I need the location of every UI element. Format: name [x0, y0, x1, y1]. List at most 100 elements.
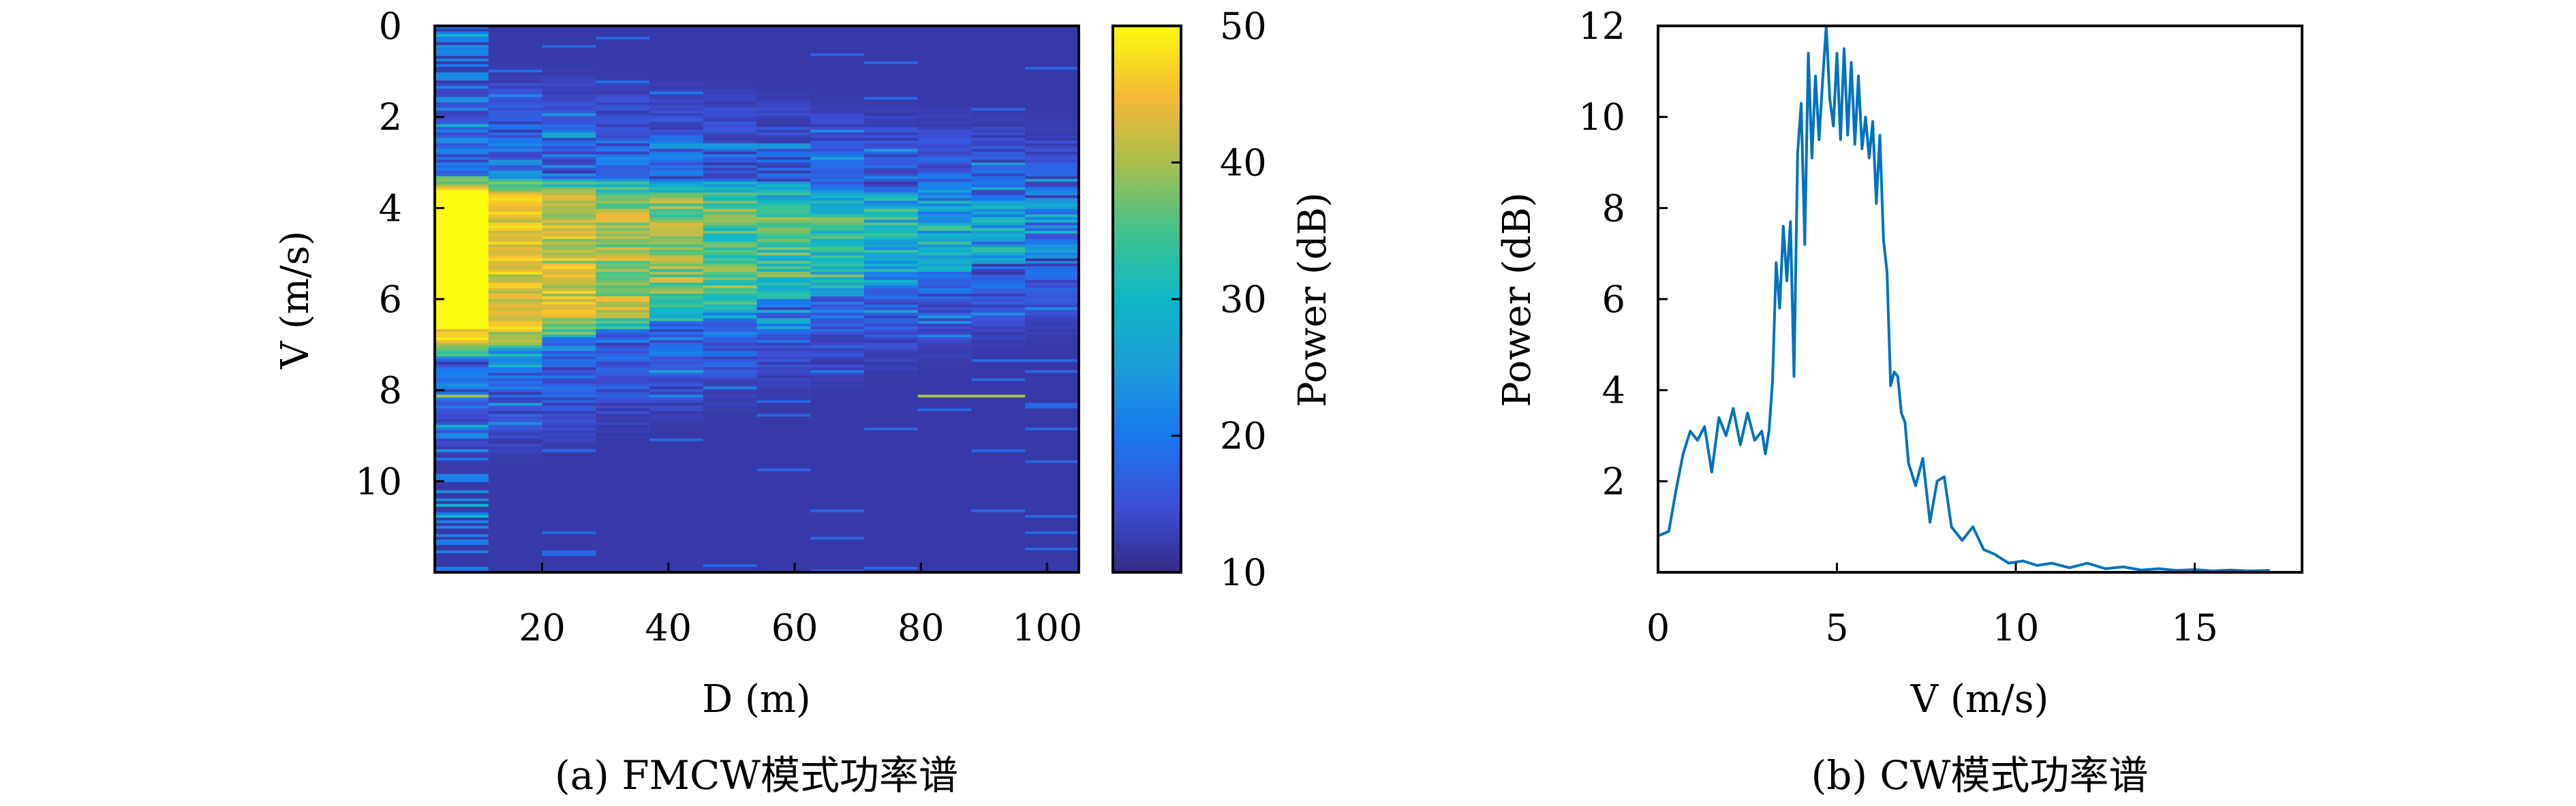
heatmap-cell [435, 31, 489, 35]
heatmap-cell [542, 244, 596, 248]
heatmap-cell [542, 435, 596, 439]
heatmap-cell [488, 285, 543, 289]
heatmap-cell [864, 313, 919, 316]
heatmap-cell [971, 45, 1026, 48]
heatmap-cell [488, 75, 543, 78]
heatmap-cell [971, 170, 1026, 174]
heatmap-cell [810, 146, 865, 149]
heatmap-cell [649, 151, 704, 155]
heatmap-cell [971, 29, 1026, 32]
heatmap-cell [864, 365, 919, 368]
heatmap-cell [864, 119, 919, 122]
heatmap-cell [649, 365, 704, 368]
heatmap-cell [971, 468, 1026, 472]
heatmap-cell [1025, 345, 1079, 349]
heatmap-cell [542, 523, 596, 527]
heatmap-cell [810, 479, 865, 483]
heatmap-cell [703, 528, 758, 532]
heatmap-cell [703, 474, 758, 478]
heatmap-cell [542, 310, 596, 313]
heatmap-cell [488, 195, 543, 199]
heatmap-cell [649, 189, 704, 193]
heatmap-cell [649, 53, 704, 57]
heatmap-cell [435, 294, 489, 297]
heatmap-cell [488, 94, 543, 97]
heatmap-cell [542, 348, 596, 352]
heatmap-cell [649, 444, 704, 448]
heatmap-cell [649, 184, 704, 188]
line-plot-y-axis-label: Power (dB) [1495, 192, 1539, 407]
heatmap-cell [1025, 351, 1079, 354]
heatmap-cell [810, 454, 865, 459]
heatmap-cell [596, 271, 650, 275]
heatmap-cell [756, 523, 811, 527]
heatmap-cell [917, 83, 972, 87]
heatmap-cell [917, 326, 972, 330]
heatmap-cell [971, 539, 1026, 543]
heatmap-cell [810, 263, 865, 267]
heatmap-cell [1025, 279, 1079, 283]
heatmap-cell [649, 48, 704, 51]
heatmap-cell [810, 430, 865, 434]
heatmap-cell [488, 318, 543, 322]
heatmap-cell [917, 113, 972, 117]
heatmap-cell [596, 463, 650, 467]
heatmap-cell [810, 102, 865, 106]
heatmap-cell [917, 362, 972, 365]
heatmap-cell [435, 484, 489, 489]
heatmap-cell [703, 135, 758, 138]
heatmap-cell [703, 274, 758, 278]
heatmap-cell [810, 56, 865, 59]
heatmap-cell [1025, 252, 1079, 256]
heatmap-cell [488, 403, 543, 406]
heatmap-cell [542, 411, 596, 414]
heatmap-cell [810, 222, 865, 226]
heatmap-cell [542, 119, 596, 122]
heatmap-cell [596, 279, 650, 283]
heatmap-cell [917, 313, 972, 316]
heatmap-cell [649, 255, 704, 259]
heatmap-cell [542, 318, 596, 322]
heatmap-cell [703, 517, 758, 521]
heatmap-cell [864, 531, 919, 535]
heatmap-cell [756, 135, 811, 138]
heatmap-cell [917, 495, 972, 499]
heatmap-cell [810, 200, 865, 204]
heatmap-cell [917, 446, 972, 450]
heatmap-cell [917, 244, 972, 248]
heatmap-cell [971, 26, 1026, 29]
heatmap-cell [703, 75, 758, 78]
heatmap-cell [1025, 255, 1079, 259]
heatmap-cell [703, 430, 758, 434]
heatmap-cell [435, 116, 489, 119]
heatmap-cell [756, 170, 811, 174]
heatmap-cell [864, 465, 919, 469]
heatmap-cell [917, 321, 972, 324]
heatmap-cell [703, 249, 758, 253]
heatmap-cell [703, 91, 758, 95]
heatmap-cell [917, 503, 972, 508]
heatmap-cell [435, 501, 489, 505]
heatmap-cell [596, 381, 650, 384]
heatmap-cell [1025, 244, 1079, 248]
heatmap-cell [1025, 271, 1079, 275]
heatmap-cell [542, 514, 596, 518]
heatmap-cell [971, 370, 1026, 373]
heatmap-cell [435, 138, 489, 141]
heatmap-cell [703, 332, 758, 335]
heatmap-cell [488, 260, 543, 264]
heatmap-cell [488, 520, 543, 524]
heatmap-cell [756, 140, 811, 144]
heatmap-cell [810, 348, 865, 352]
heatmap-cell [703, 200, 758, 204]
heatmap-cell [703, 56, 758, 59]
heatmap-cell [971, 359, 1026, 362]
heatmap-cell [435, 550, 489, 554]
heatmap-cell [917, 94, 972, 97]
heatmap-cell [542, 56, 596, 59]
heatmap-cell [1025, 493, 1079, 497]
heatmap-cell [596, 345, 650, 349]
heatmap-cell [917, 340, 972, 343]
heatmap-cell [756, 501, 811, 505]
